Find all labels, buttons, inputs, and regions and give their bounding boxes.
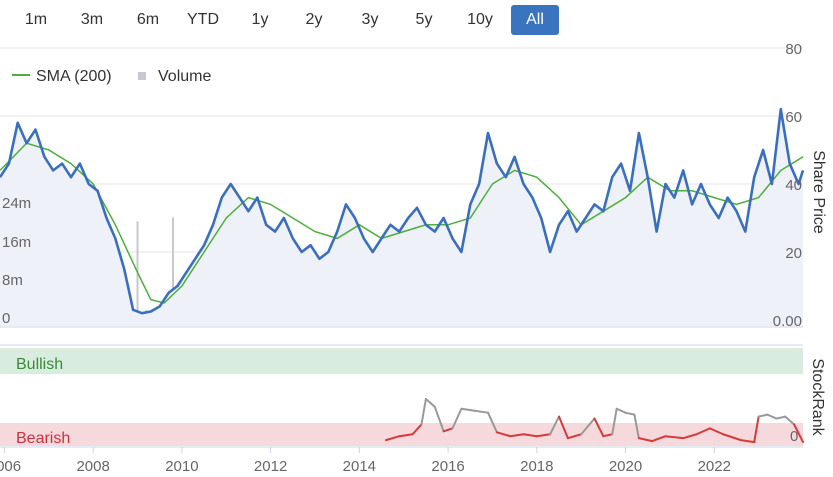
price-tick-label: 80	[785, 41, 802, 58]
volume-axis-ticks: 24m 16m 8m 0	[2, 195, 31, 327]
stockrank-segment	[420, 397, 427, 426]
stockrank-segment	[384, 435, 401, 442]
range-button-3m[interactable]: 3m	[80, 11, 104, 28]
stockrank-segment	[664, 435, 685, 440]
x-tick-label: 2022	[698, 458, 731, 475]
stockrank-segment	[757, 413, 769, 418]
range-button-all[interactable]: All	[511, 5, 559, 35]
x-tick-label: 2014	[343, 458, 376, 475]
legend-sma-label: SMA (200)	[36, 68, 112, 85]
x-tick-label: 2010	[165, 458, 198, 475]
volume-tick-label: 8m	[2, 272, 23, 289]
stockrank-segment	[624, 411, 636, 416]
stockrank-segment	[580, 417, 596, 436]
x-tick-label: 2018	[520, 458, 553, 475]
stockrank-segment	[509, 433, 525, 438]
volume-bar	[172, 217, 175, 326]
price-tick-label: 20	[785, 245, 802, 262]
share-price-axis-title: Share Price	[810, 150, 827, 234]
stockrank-segment	[473, 409, 490, 414]
stockrank-segment	[682, 433, 698, 440]
legend-volume-swatch	[138, 72, 146, 80]
stockrank-segment	[424, 397, 436, 408]
stockrank-segment	[566, 433, 583, 440]
stockrank-segment	[522, 433, 538, 438]
price-tick-label: 0.00	[773, 313, 802, 330]
stockrank-segment	[784, 415, 796, 426]
stockrank-segment	[593, 417, 605, 438]
x-tick-label: 2020	[609, 458, 642, 475]
stockrank-segment	[633, 413, 640, 440]
stockrank-segment	[411, 423, 423, 436]
range-button-ytd[interactable]: YTD	[187, 11, 219, 28]
range-selector: 1m 3m 6m YTD 1y 2y 3y 5y 10y All	[0, 2, 600, 38]
stockrank-segment	[708, 427, 725, 436]
stockrank-segment	[398, 433, 414, 438]
bullish-label: Bullish	[16, 356, 63, 373]
price-tick-label: 60	[785, 109, 802, 126]
stockrank-segment	[775, 415, 787, 420]
sma-200-line	[0, 142, 804, 304]
bearish-label: Bearish	[16, 430, 70, 447]
x-tick-label: 2012	[254, 458, 287, 475]
range-button-6m[interactable]: 6m	[136, 11, 160, 28]
price-tick-label: 40	[785, 177, 802, 194]
range-button-10y[interactable]: 10y	[467, 11, 493, 28]
stockrank-segment	[637, 437, 654, 443]
stockrank-segment	[549, 415, 560, 436]
x-tick-label: 2016	[431, 458, 464, 475]
range-button-5y[interactable]: 5y	[415, 11, 433, 28]
stockrank-segment	[793, 423, 804, 444]
stockrank-segment	[451, 407, 463, 430]
stockrank-segment	[557, 415, 569, 440]
volume-tick-label: 16m	[2, 234, 31, 251]
range-button-1y[interactable]: 1y	[251, 11, 269, 28]
legend: SMA (200) Volume	[12, 68, 211, 85]
legend-volume-label: Volume	[158, 68, 211, 85]
stockrank-segment	[460, 407, 476, 412]
x-tick-label: 2006	[0, 458, 21, 475]
stockrank-segment	[495, 431, 512, 438]
x-tick-label: 2008	[76, 458, 109, 475]
range-button-3y[interactable]: 3y	[361, 11, 379, 28]
stockrank-segment	[602, 433, 614, 438]
stockrank-segment	[615, 407, 627, 414]
stockrank-segment	[442, 427, 454, 433]
stockrank-segment	[695, 427, 711, 436]
stockrank-segment	[535, 433, 552, 438]
stockrank-segment	[739, 439, 756, 444]
stockrank-segment	[433, 405, 445, 433]
price-area-fill	[0, 109, 803, 326]
stockrank-axis-title: StockRank	[809, 358, 826, 436]
volume-tick-label: 0	[2, 310, 10, 327]
stockrank-segment	[611, 407, 618, 436]
x-axis-ticks: 2006 2008 2010 2012 2014 2016 2018 2020 2022	[0, 447, 731, 475]
bullish-band	[0, 348, 803, 374]
stockrank-tick-label: 0	[790, 428, 798, 445]
price-axis-ticks: 80 60 40 20 0.00	[773, 41, 802, 330]
volume-tick-label: 24m	[2, 195, 31, 212]
stockrank-segment	[753, 415, 760, 444]
stockrank-segment	[487, 411, 498, 434]
stockrank-line	[384, 397, 804, 444]
stockrank-segment	[766, 413, 778, 420]
stockrank-segment	[651, 435, 667, 443]
range-button-2y[interactable]: 2y	[305, 11, 323, 28]
range-button-1m[interactable]: 1m	[24, 11, 48, 28]
bearish-band	[0, 423, 803, 446]
share-price-line	[0, 107, 805, 315]
stockrank-segment	[722, 433, 742, 442]
